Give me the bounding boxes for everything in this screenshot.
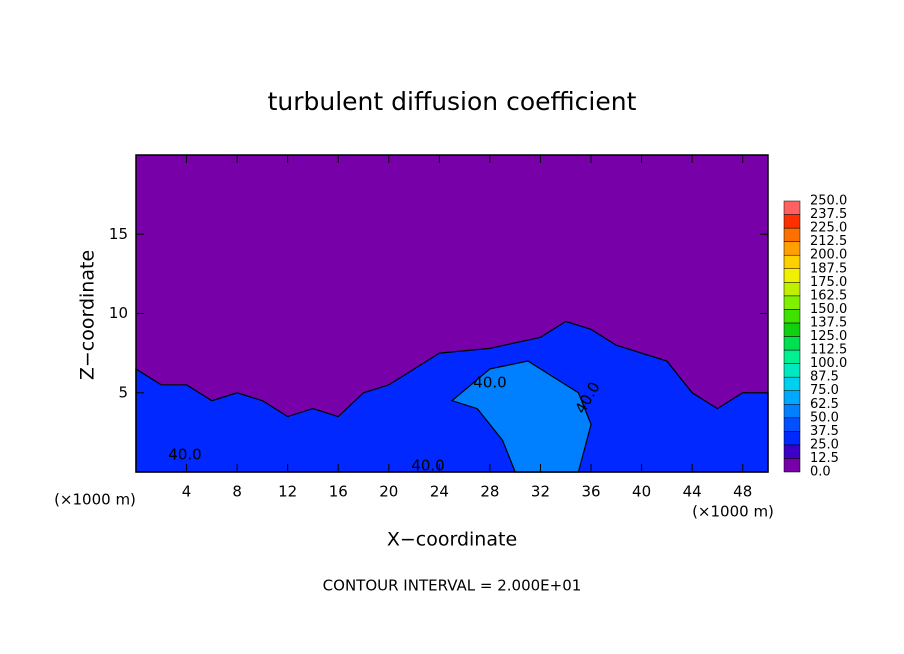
colorbar-swatch [783, 282, 801, 297]
colorbar-swatch [783, 417, 801, 432]
colorbar-swatch [783, 200, 801, 215]
colorbar-label: 62.5 [810, 397, 839, 412]
colorbar-label: 37.5 [810, 424, 839, 439]
x-tick-label: 32 [531, 483, 550, 501]
contour-label: 40.0 [411, 457, 444, 475]
colorbar-swatch [783, 363, 801, 378]
x-tick-label: 24 [430, 483, 449, 501]
colorbar-swatch [783, 268, 801, 283]
colorbar-label: 212.5 [810, 234, 847, 249]
colorbar-swatch [783, 227, 801, 242]
chart-title: turbulent diffusion coefficient [268, 87, 637, 116]
contour-label: 40.0 [473, 374, 506, 392]
y-tick-label: 15 [109, 225, 128, 243]
colorbar-swatch [783, 322, 801, 337]
colorbar-swatch [783, 349, 801, 364]
y-tick-label: 5 [118, 383, 128, 401]
colorbar-swatch [783, 214, 801, 229]
contour-label: 40.0 [168, 446, 201, 464]
colorbar-label: 100.0 [810, 356, 847, 371]
colorbar-swatch [783, 295, 801, 310]
colorbar-swatch [783, 404, 801, 419]
colorbar-swatch [783, 309, 801, 324]
colorbar-label: 75.0 [810, 383, 839, 398]
x-tick-label: 28 [480, 483, 499, 501]
field-region [450, 360, 592, 473]
colorbar-label: 187.5 [810, 261, 847, 276]
colorbar-label: 175.0 [810, 275, 847, 290]
x-tick-label: 4 [182, 483, 192, 501]
colorbar-label: 225.0 [810, 221, 847, 236]
x-tick-label: 40 [632, 483, 651, 501]
colorbar-label: 12.5 [810, 451, 839, 466]
colorbar-label: 87.5 [810, 370, 839, 385]
colorbar-swatch [783, 336, 801, 351]
x-tick-label: 12 [278, 483, 297, 501]
y-unit: (×1000 m) [54, 491, 136, 509]
colorbar-label: 50.0 [810, 410, 839, 425]
colorbar-label: 125.0 [810, 329, 847, 344]
x-unit: (×1000 m) [692, 503, 774, 521]
y-axis-title: Z−coordinate [77, 250, 99, 380]
field-region [135, 320, 769, 473]
colorbar-label: 112.5 [810, 343, 847, 358]
colorbar-swatch [783, 390, 801, 405]
x-tick-label: 48 [733, 483, 752, 501]
colorbar-label: 0.0 [810, 465, 831, 480]
x-axis-title: X−coordinate [387, 529, 517, 551]
colorbar-swatch [783, 444, 801, 459]
x-tick-label: 8 [232, 483, 242, 501]
colorbar-swatch [783, 254, 801, 269]
footnote: CONTOUR INTERVAL = 2.000E+01 [323, 577, 582, 595]
colorbar-label: 237.5 [810, 207, 847, 222]
colorbar-label: 162.5 [810, 288, 847, 303]
colorbar-swatch [783, 241, 801, 256]
y-tick-label: 10 [109, 304, 128, 322]
x-tick-label: 36 [581, 483, 600, 501]
colorbar-label: 25.0 [810, 437, 839, 452]
colorbar-label: 137.5 [810, 315, 847, 330]
x-tick-label: 20 [379, 483, 398, 501]
x-tick-label: 44 [683, 483, 702, 501]
colorbar-swatch [783, 458, 801, 473]
colorbar-swatch [783, 431, 801, 446]
colorbar-label: 150.0 [810, 302, 847, 317]
colorbar-swatch [783, 376, 801, 391]
colorbar-label: 250.0 [810, 194, 847, 209]
colorbar-label: 200.0 [810, 248, 847, 263]
x-tick-label: 16 [329, 483, 348, 501]
